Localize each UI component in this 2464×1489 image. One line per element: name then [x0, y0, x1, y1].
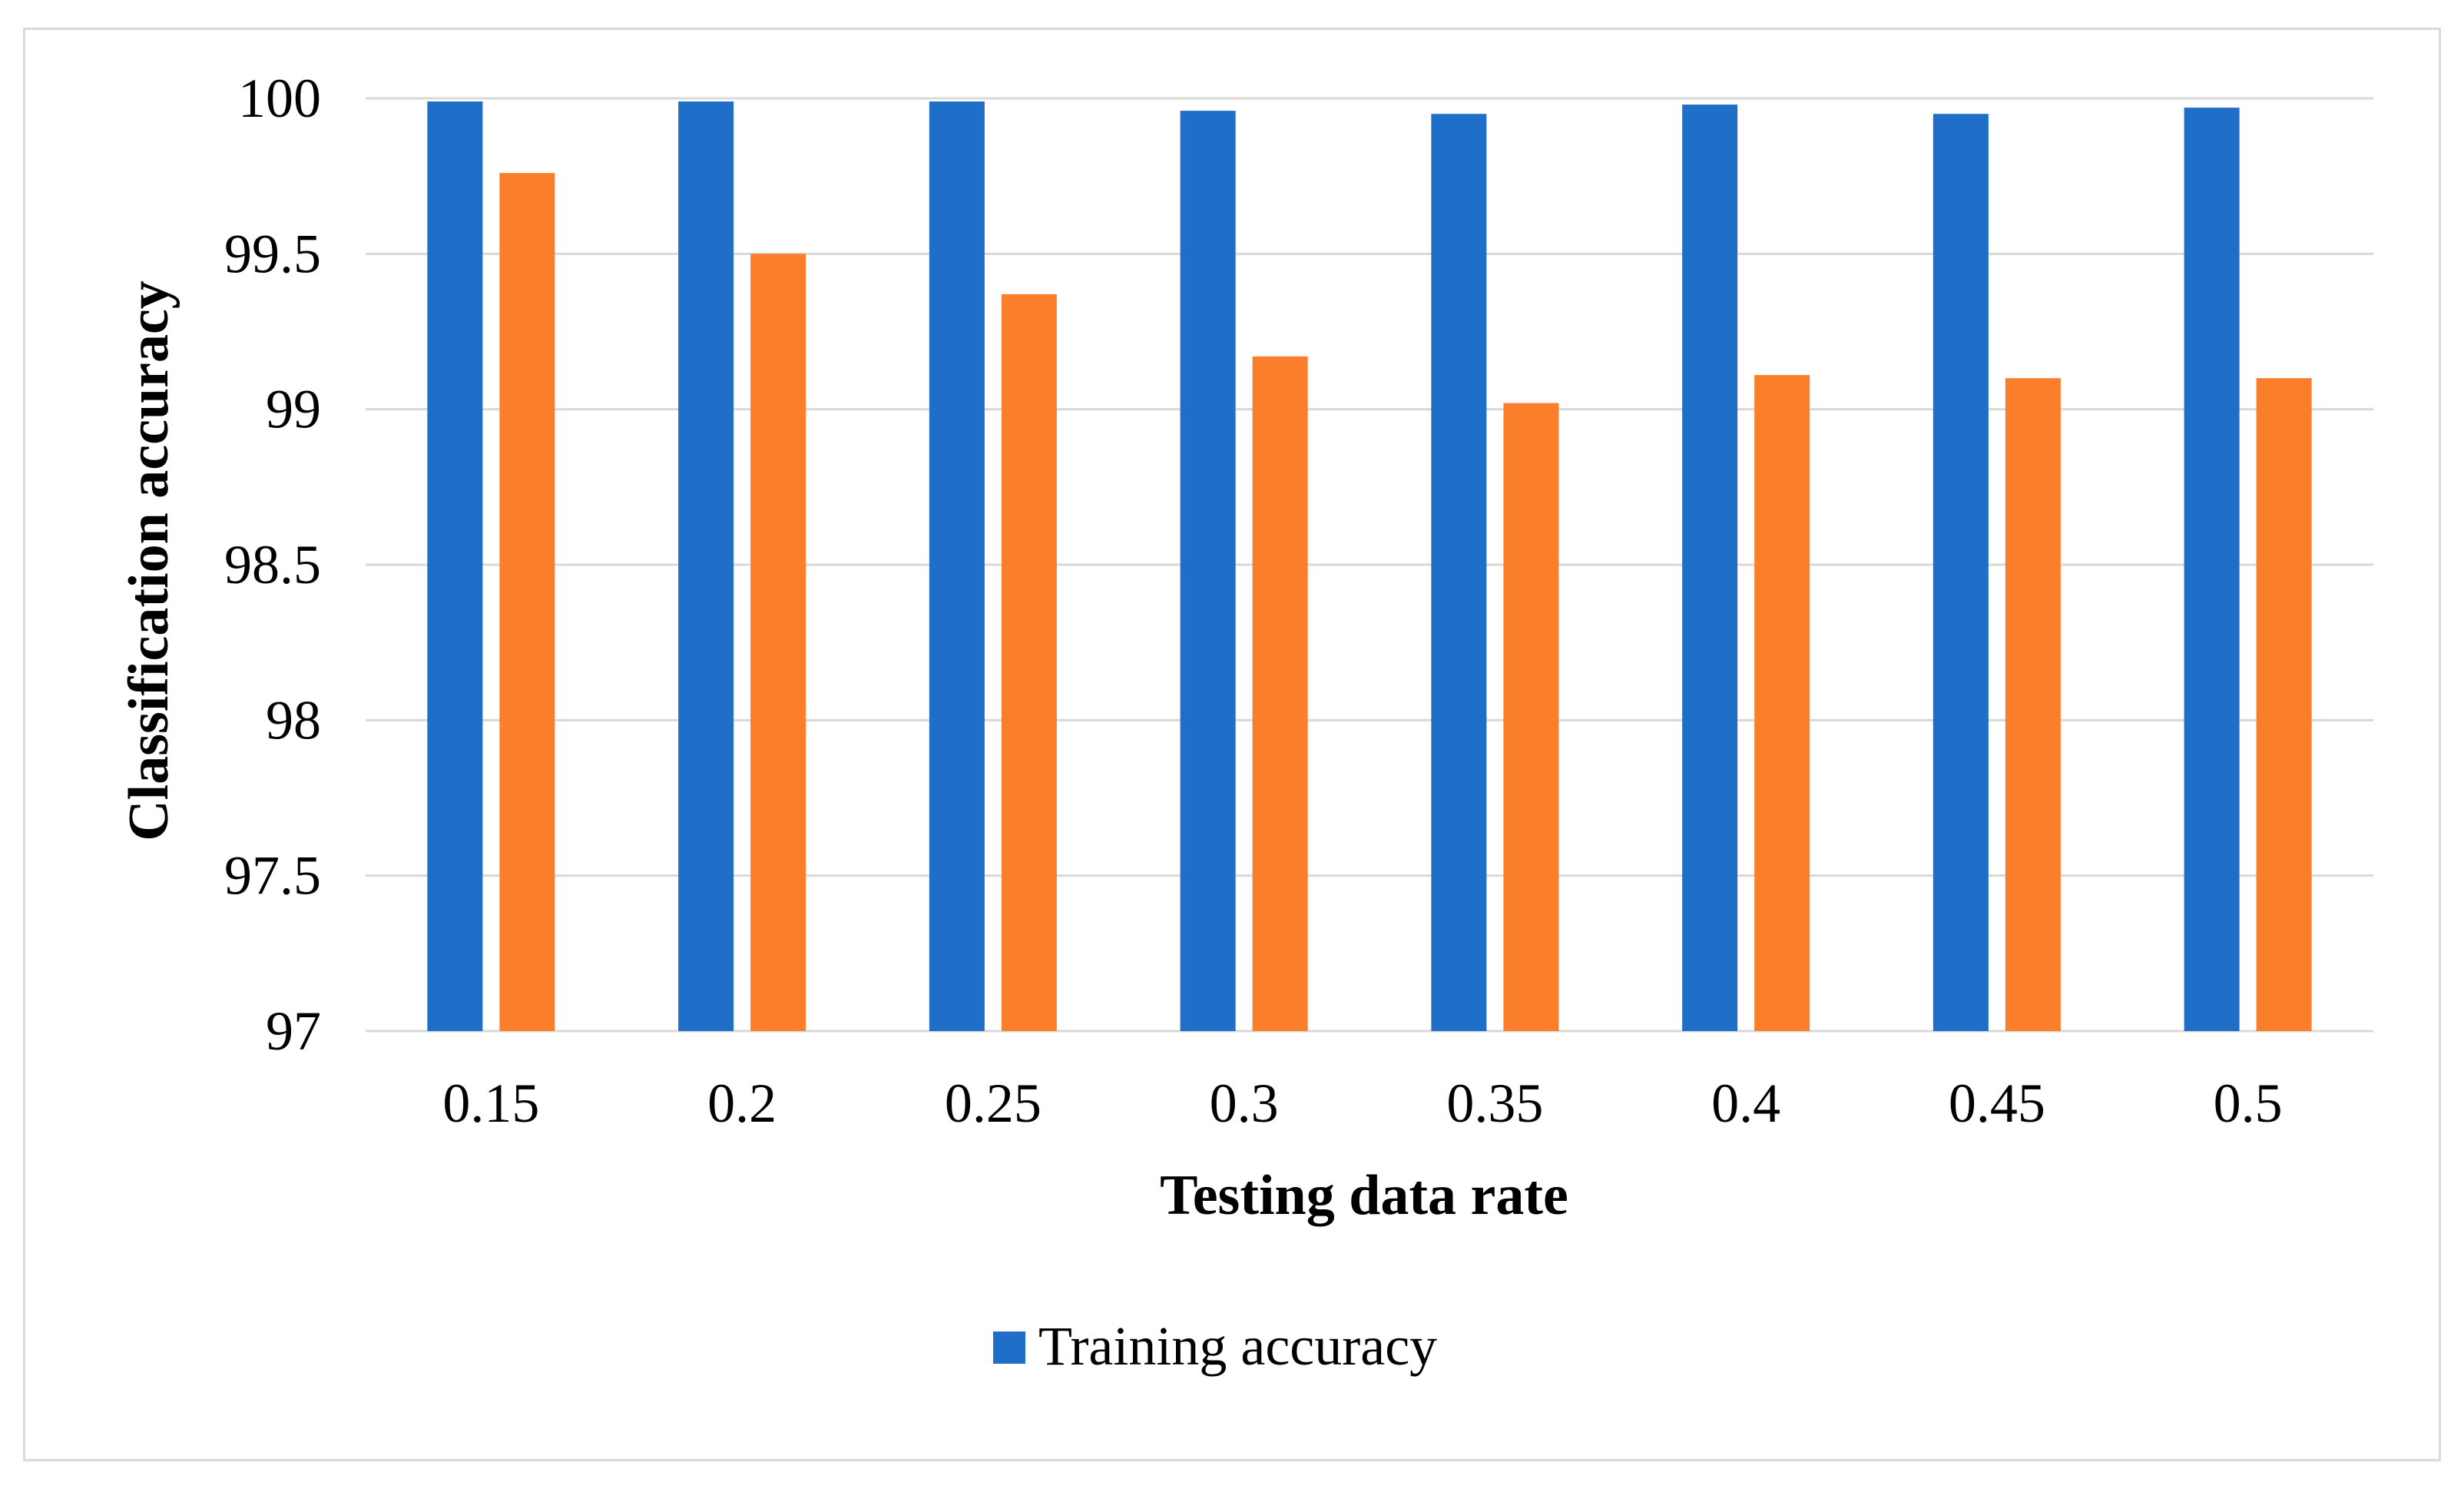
x-tick-label: 0.5 [2214, 1073, 2283, 1134]
x-tick-label: 0.15 [442, 1073, 539, 1134]
bar-testing-0.35 [1503, 403, 1559, 1031]
x-tick-label: 0.45 [1949, 1073, 2045, 1134]
y-tick-label: 97.5 [224, 845, 321, 907]
x-tick-label: 0.35 [1446, 1073, 1543, 1134]
legend: Training accuracy [993, 1315, 1437, 1377]
y-tick-label: 99 [266, 379, 321, 440]
x-axis-title: Testing data rate [1160, 1164, 1568, 1227]
y-tick-label: 100 [238, 68, 321, 129]
x-axis-ticks: 0.15 0.2 0.25 0.3 0.35 0.4 0.45 0.5 [442, 1073, 2282, 1134]
bar-training-0.5 [2184, 108, 2240, 1031]
bars [427, 101, 2312, 1032]
bar-training-0.2 [678, 101, 734, 1032]
y-tick-label: 99.5 [224, 223, 321, 284]
bar-training-0.15 [427, 101, 483, 1032]
y-tick-label: 98.5 [224, 534, 321, 595]
y-tick-label: 98 [266, 689, 321, 751]
bar-testing-0.15 [499, 173, 555, 1031]
bar-training-0.35 [1431, 114, 1487, 1031]
x-tick-label: 0.2 [707, 1073, 777, 1134]
bar-testing-0.2 [750, 254, 806, 1031]
x-tick-label: 0.4 [1711, 1073, 1780, 1134]
x-tick-label: 0.25 [945, 1073, 1042, 1134]
bar-testing-0.5 [2256, 378, 2312, 1031]
x-tick-label: 0.3 [1210, 1073, 1279, 1134]
bar-training-0.3 [1180, 111, 1236, 1032]
bar-testing-0.4 [1754, 375, 1810, 1031]
bar-testing-0.45 [2005, 378, 2061, 1031]
legend-label-training: Training accuracy [1038, 1315, 1437, 1377]
y-tick-label: 97 [266, 1000, 321, 1062]
bar-testing-0.3 [1252, 356, 1308, 1032]
bar-testing-0.25 [1001, 293, 1057, 1031]
bar-training-0.45 [1932, 114, 1989, 1031]
legend-swatch-training [993, 1331, 1025, 1364]
gridlines [366, 97, 2373, 1033]
bar-training-0.4 [1682, 104, 1738, 1031]
y-axis-title: Classification accuracy [118, 280, 180, 841]
bar-training-0.25 [929, 101, 985, 1032]
y-axis-ticks: 97 97.5 98 98.5 99 99.5 100 [224, 68, 321, 1062]
